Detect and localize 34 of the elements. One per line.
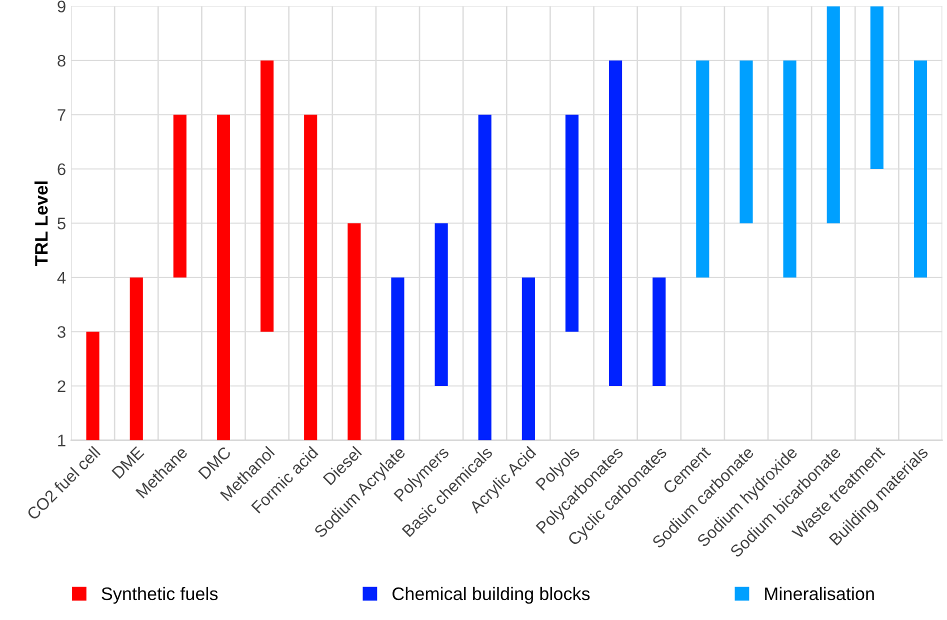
y-tick-label: 7 (58, 109, 66, 121)
y-tick-label: 1 (58, 434, 66, 446)
bar (434, 223, 448, 386)
bar (130, 277, 143, 440)
bar (826, 6, 840, 224)
y-tick-label: 3 (58, 326, 66, 338)
legend-label: Synthetic fuels (102, 586, 218, 604)
bar (609, 60, 622, 386)
bar (173, 114, 186, 278)
bar (86, 332, 100, 440)
bar (696, 60, 710, 278)
y-tick-label: 9 (58, 0, 66, 12)
bar (478, 114, 492, 440)
bar (391, 277, 404, 440)
legend-label: Chemical building blocks (392, 586, 590, 604)
bar (304, 114, 318, 440)
legend-label: Mineralisation (765, 586, 874, 600)
y-tick-label: 5 (58, 218, 66, 230)
bar (914, 60, 928, 278)
bar (522, 277, 535, 440)
bar (216, 114, 230, 440)
y-tick-label: 8 (58, 54, 66, 67)
bar (740, 60, 753, 224)
bar (260, 60, 274, 332)
x-tick-label: CO2 fuel cell (26, 446, 101, 521)
bar (348, 223, 361, 440)
bar (565, 114, 579, 332)
y-tick-label: 2 (58, 380, 66, 392)
y-tick-label: 4 (57, 272, 66, 284)
y-axis-title: TRL Level (34, 181, 48, 266)
bar (652, 277, 666, 386)
bar (870, 6, 884, 169)
bar (783, 60, 796, 278)
y-tick-label: 6 (58, 163, 66, 176)
